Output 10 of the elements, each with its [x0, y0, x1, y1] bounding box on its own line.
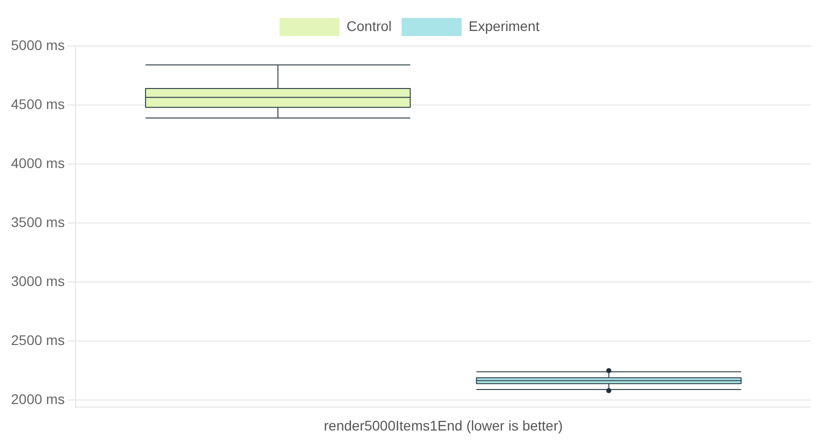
x-tick-label: render5000Items1End (lower is better)	[324, 417, 563, 434]
legend-label: Experiment	[468, 18, 540, 34]
y-tick-label: 4500 ms	[10, 96, 65, 112]
y-tick-label: 3500 ms	[10, 214, 65, 230]
y-tick-label: 2500 ms	[10, 332, 65, 348]
y-tick-label: 2000 ms	[10, 390, 65, 407]
legend-label: Control	[346, 18, 392, 34]
y-tick-label: 4000 ms	[10, 154, 65, 171]
y-tick-label: 3000 ms	[10, 272, 65, 289]
y-tick-label: 5000 ms	[10, 36, 65, 53]
